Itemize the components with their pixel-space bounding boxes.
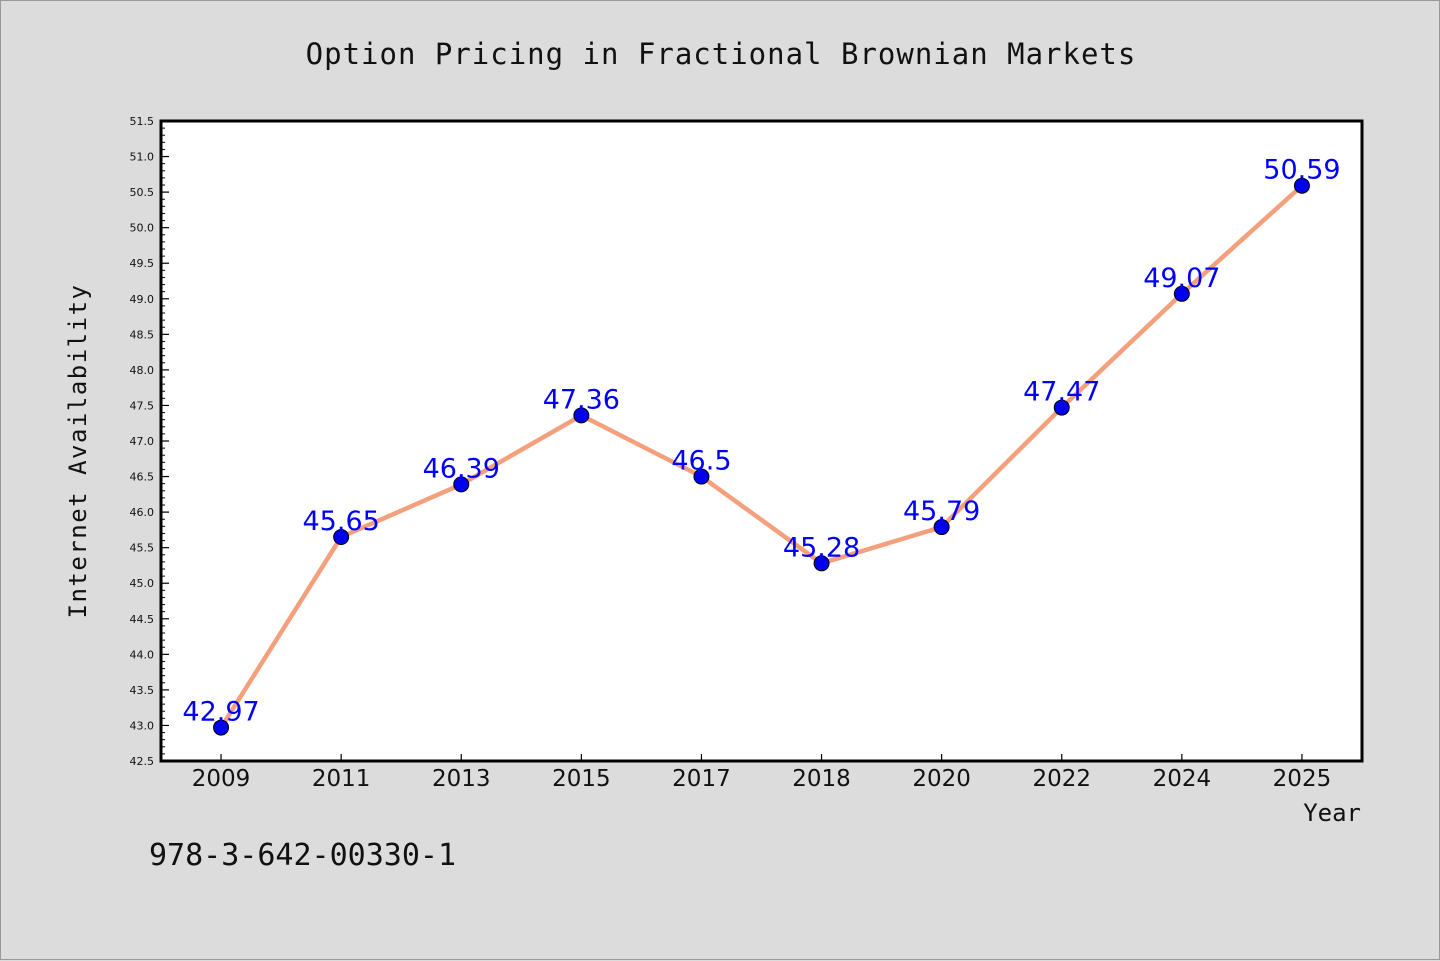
y-tick-label: 46.5 (130, 471, 155, 484)
data-point (693, 468, 710, 485)
y-tick-label: 49.5 (130, 257, 155, 270)
x-tick-label: 2011 (312, 766, 371, 792)
x-tick-label: 2018 (792, 766, 851, 792)
y-tick-label: 51.5 (130, 115, 155, 128)
data-label: 50.59 (1263, 155, 1340, 186)
y-tick-label: 45.0 (130, 577, 155, 590)
series-layer: 42.97 45.65 46.39 47.36 46.5 45.28 45.79 47.47 4… (182, 155, 1341, 736)
chart-title: Option Pricing in Fractional Brownian Ma… (306, 37, 1137, 71)
data-point (1293, 177, 1310, 194)
x-tick-label: 2015 (552, 766, 611, 792)
data-point (213, 719, 230, 736)
data-point (1053, 399, 1070, 416)
y-tick-label: 48.0 (130, 364, 155, 377)
data-label: 42.97 (182, 697, 259, 728)
y-tick-label: 42.5 (130, 755, 155, 768)
y-tick-label: 51.0 (130, 151, 155, 164)
data-point (333, 529, 350, 545)
y-tick-label: 50.0 (130, 222, 155, 235)
x-tick-label: 2013 (432, 766, 491, 792)
data-label: 45.65 (303, 506, 380, 537)
y-tick-label: 50.5 (130, 186, 155, 199)
data-point (813, 555, 830, 572)
plot-border (159, 119, 1364, 763)
data-point (453, 476, 470, 493)
x-axis: 2009 2011 2013 2015 2017 2018 2020 2022 2024 2025 (192, 754, 1331, 792)
x-tick-label: 2020 (912, 766, 971, 792)
x-tick-label: 2024 (1153, 766, 1212, 792)
x-tick-label: 2009 (192, 766, 251, 792)
y-tick-label: 43.0 (130, 719, 155, 732)
y-tick-label: 43.5 (130, 684, 155, 697)
data-point (933, 519, 950, 536)
x-tick-label: 2017 (672, 766, 731, 792)
data-label: 47.47 (1023, 377, 1100, 408)
data-label: 45.28 (783, 532, 860, 563)
data-label: 46.39 (423, 453, 500, 484)
y-tick-label: 44.5 (130, 613, 155, 626)
x-tick-label: 2022 (1032, 766, 1091, 792)
y-tick-label: 48.5 (130, 328, 155, 341)
y-tick-label: 45.5 (130, 542, 155, 555)
y-tick-label: 47.5 (130, 399, 155, 412)
x-axis-label: Year (1303, 799, 1361, 827)
series-line (218, 183, 1305, 730)
plot-area (161, 121, 1362, 761)
y-tick-label: 47.0 (130, 435, 155, 448)
data-label: 45.79 (903, 496, 980, 527)
y-axis-label: Internet Availability (64, 284, 92, 619)
x-tick-label: 2025 (1273, 766, 1332, 792)
data-label: 49.07 (1143, 263, 1220, 294)
y-tick-label: 44.0 (130, 648, 155, 661)
data-point (1173, 285, 1190, 302)
data-label: 46.5 (671, 446, 731, 477)
isbn-annotation: 978-3-642-00330-1 (149, 838, 456, 873)
data-label: 47.36 (543, 384, 620, 415)
y-tick-label: 49.0 (130, 293, 155, 306)
y-tick-label: 46.0 (130, 506, 155, 519)
data-point (573, 407, 590, 424)
